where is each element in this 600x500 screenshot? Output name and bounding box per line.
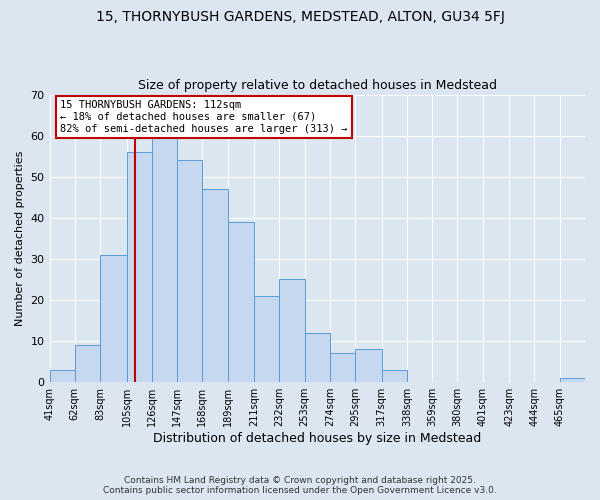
- Text: Contains HM Land Registry data © Crown copyright and database right 2025.
Contai: Contains HM Land Registry data © Crown c…: [103, 476, 497, 495]
- X-axis label: Distribution of detached houses by size in Medstead: Distribution of detached houses by size …: [153, 432, 481, 445]
- Text: 15, THORNYBUSH GARDENS, MEDSTEAD, ALTON, GU34 5FJ: 15, THORNYBUSH GARDENS, MEDSTEAD, ALTON,…: [95, 10, 505, 24]
- Title: Size of property relative to detached houses in Medstead: Size of property relative to detached ho…: [138, 79, 497, 92]
- Bar: [127, 152, 152, 382]
- Y-axis label: Number of detached properties: Number of detached properties: [15, 150, 25, 326]
- Bar: [382, 370, 407, 382]
- Bar: [254, 296, 280, 382]
- Bar: [177, 160, 202, 382]
- Bar: [152, 124, 177, 382]
- Bar: [202, 189, 227, 382]
- Bar: [560, 378, 585, 382]
- Bar: [100, 255, 127, 382]
- Bar: [75, 345, 100, 382]
- Bar: [227, 222, 254, 382]
- Bar: [330, 354, 355, 382]
- Bar: [305, 333, 330, 382]
- Bar: [50, 370, 75, 382]
- Bar: [280, 280, 305, 382]
- Bar: [355, 350, 382, 382]
- Text: 15 THORNYBUSH GARDENS: 112sqm
← 18% of detached houses are smaller (67)
82% of s: 15 THORNYBUSH GARDENS: 112sqm ← 18% of d…: [60, 100, 348, 134]
